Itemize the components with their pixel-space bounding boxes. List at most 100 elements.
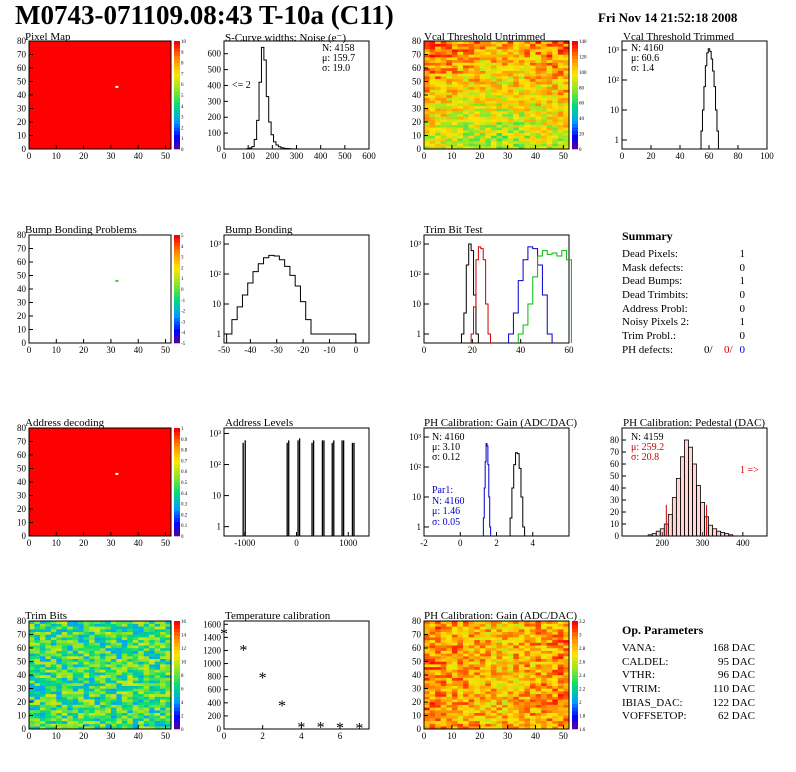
ph_gain_map-cell <box>557 680 564 684</box>
ph_gain_map-cell <box>535 718 542 722</box>
trim_bits-cell <box>29 720 35 724</box>
vcal_untrimmed-cell <box>446 124 453 128</box>
vcal_untrimmed-cell <box>502 127 508 131</box>
vcal_untrimmed-cell <box>535 70 542 74</box>
trim_bits-cell <box>149 707 155 711</box>
ph_gain_map-colorbar-cell <box>572 696 578 701</box>
vcal_untrimmed-cell <box>529 70 536 74</box>
vcal_untrimmed-cell <box>535 116 542 120</box>
vcal_untrimmed-cell <box>535 108 542 112</box>
vcal_untrimmed-cell <box>563 62 570 66</box>
vcal_untrimmed-cell <box>496 68 503 71</box>
vcal_untrimmed-cell <box>468 119 475 123</box>
trim_bits-cell <box>50 685 57 689</box>
ph_gain_map-cell <box>446 623 453 627</box>
ph_pedestal-bar <box>724 533 730 537</box>
ph_gain_map-cell <box>535 704 542 708</box>
vcal_untrimmed-cell <box>524 57 531 61</box>
vcal_untrimmed-cell <box>457 113 464 117</box>
trim_bits-cell <box>160 634 166 638</box>
bump_problems-xtick-label: 50 <box>161 345 171 355</box>
vcal_untrimmed-cell <box>490 135 497 139</box>
vcal_untrimmed-cell <box>446 54 453 58</box>
trim_bits-colorbar-cell <box>174 624 180 629</box>
trim_bits-cell <box>72 702 79 705</box>
vcal_untrimmed-ytick-label: 30 <box>412 104 422 114</box>
vcal_untrimmed-cell <box>546 132 553 136</box>
trim_bits-cell <box>61 723 68 727</box>
ph_gain_map-cell <box>446 723 453 727</box>
vcal_untrimmed-cell <box>496 65 503 69</box>
vcal_untrimmed-cell <box>563 46 570 50</box>
ph_gain_map-cell <box>541 718 547 722</box>
trim_bits-cell <box>45 683 52 686</box>
summary-row: Dead Trimbits: 0 <box>622 289 745 303</box>
vcal_untrimmed-cell <box>502 76 508 79</box>
address_decoding-colorbar-cell <box>174 485 180 490</box>
vcal_untrimmed-cell <box>474 105 480 109</box>
vcal_untrimmed-colorbar-cell <box>572 66 578 71</box>
trim_bits-cell <box>110 621 117 624</box>
ph_gain_map-cell <box>496 623 503 627</box>
ph_gain_map-cell <box>557 642 564 646</box>
vcal_untrimmed-cell <box>513 49 520 52</box>
trim_bits-cell <box>45 639 52 643</box>
trim_bits-cell <box>39 637 46 641</box>
trim_bits-cell <box>127 629 133 632</box>
ph_gain_map-colorbar-cell <box>572 660 578 665</box>
trim_bits-cell <box>94 715 101 719</box>
ph_gain_map-cell <box>524 656 531 659</box>
trim_bits-cell <box>89 631 95 635</box>
address_decoding-colorbar-label: 0 <box>181 535 184 540</box>
ph_gain_map-cell <box>435 629 441 632</box>
vcal_untrimmed-cell <box>541 51 547 55</box>
ph_gain_map-cell <box>446 666 453 670</box>
trim_bits-cell <box>100 691 106 695</box>
trim_bits-cell <box>121 704 128 708</box>
ph_gain_map-cell <box>529 664 536 668</box>
ph_gain_map-cell <box>424 645 430 649</box>
trim_bits-cell <box>45 648 52 651</box>
trim_bits-cell <box>149 626 155 630</box>
trim_bits-cell <box>39 661 46 665</box>
vcal_untrimmed-cell <box>541 146 547 150</box>
vcal_untrimmed-cell <box>485 95 492 98</box>
vcal_untrimmed-cell <box>451 76 458 79</box>
ph_gain_map-cell <box>446 688 453 692</box>
address_decoding-xtick-label: 10 <box>52 538 62 548</box>
ph_gain_map-cell <box>535 688 542 692</box>
trim_bits-cell <box>50 712 57 716</box>
address_decoding-ytick-label: 30 <box>17 491 27 501</box>
trim_bits-cell <box>100 707 106 711</box>
vcal_untrimmed-cell <box>429 81 436 85</box>
vcal_untrimmed-cell <box>552 84 559 88</box>
trim_bits-cell <box>143 696 150 700</box>
trim_bits-cell <box>105 726 112 730</box>
ph_gain_map-cell <box>502 639 508 643</box>
trim_bits-cell <box>165 726 172 730</box>
ph_gain_map-cell <box>429 664 436 668</box>
trim_bits-cell <box>34 677 41 681</box>
vcal_untrimmed-cell <box>563 100 570 104</box>
ph_gain_map-cell <box>546 707 553 711</box>
ph_gain_map-cell <box>468 683 475 686</box>
ph_gain_map-cell <box>563 623 570 627</box>
trim_bits-cell <box>78 693 84 697</box>
trim_bits-cell <box>94 669 101 673</box>
vcal_untrimmed-cell <box>535 103 542 106</box>
bump_problems-colorbar-cell <box>174 245 180 250</box>
ph_gain_map-cell <box>485 626 492 630</box>
trim_bits-cell <box>138 631 144 635</box>
ph_gain_map-cell <box>468 623 475 627</box>
vcal_untrimmed-cell <box>563 113 570 117</box>
ph_gain_map-cell <box>468 669 475 673</box>
vcal_untrimmed-cell <box>440 124 447 128</box>
trim_bits-cell <box>61 720 68 724</box>
ph_gain_map-cell <box>513 623 520 627</box>
trim_bits-cell <box>61 702 68 705</box>
ph_gain_map-cell <box>557 626 564 630</box>
vcal_untrimmed-cell <box>463 78 469 82</box>
ph_gain_map-cell <box>451 634 458 638</box>
vcal_untrimmed-cell <box>535 62 542 66</box>
trim_bits-cell <box>138 715 144 719</box>
